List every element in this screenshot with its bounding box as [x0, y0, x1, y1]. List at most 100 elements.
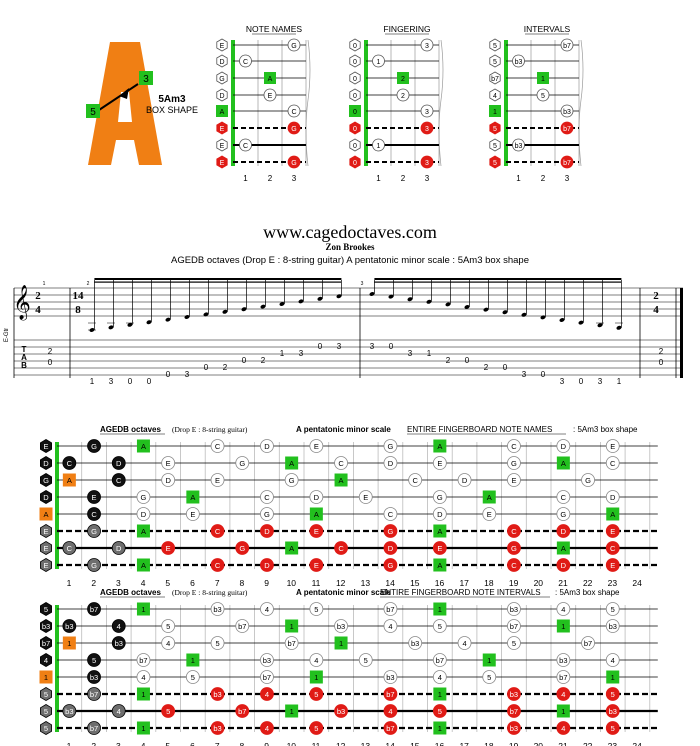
tab-number: 3 [522, 370, 527, 379]
beam [374, 278, 622, 280]
note-label: C [511, 527, 517, 536]
note-label: 4 [561, 690, 565, 699]
note-marker [309, 602, 324, 616]
note-marker [210, 439, 225, 453]
root-note-marker [62, 473, 76, 487]
note-label: b3 [263, 656, 271, 665]
note-label: D [264, 442, 270, 451]
note-label: 4 [388, 707, 392, 716]
note-label: G [388, 442, 394, 451]
note-label: 4 [117, 707, 121, 716]
board-title-scale: A pentatonic minor scale [296, 425, 391, 434]
fret-number: 23 [608, 578, 618, 588]
fret-number: 22 [583, 578, 593, 588]
tab-number: 0 [242, 356, 247, 365]
note-label: D [610, 493, 616, 502]
note-marker [111, 619, 126, 633]
note-marker [383, 507, 398, 521]
time-sig-bottom: 4 [653, 304, 659, 316]
tab-number: 3 [299, 349, 304, 358]
note-marker [507, 541, 521, 555]
mini-root-marker [537, 72, 549, 84]
note-marker [210, 687, 225, 701]
mini-note-marker [512, 54, 525, 68]
note-label: b3 [609, 707, 617, 716]
tab-number: 1 [427, 349, 432, 358]
fret-number: 11 [312, 578, 321, 588]
note-marker [260, 602, 274, 616]
mini-open-label: D [219, 59, 224, 66]
note-label: G [560, 510, 566, 519]
logo-finger-a-box [139, 71, 153, 85]
mini-note-label: C [243, 59, 248, 66]
note-label: b7 [436, 656, 444, 665]
mini-fret-number: 2 [541, 174, 546, 183]
mini-open-label: 0 [353, 143, 357, 150]
root-note-marker [482, 653, 496, 667]
mini-note-label: 3 [425, 160, 429, 167]
fret-number: 4 [141, 578, 146, 588]
open-string-marker [40, 456, 52, 470]
note-marker [507, 456, 521, 470]
nut [55, 442, 59, 569]
mini-note-label: b7 [563, 126, 571, 133]
note-marker [87, 507, 101, 521]
note-head [483, 307, 489, 312]
open-string-label: b3 [42, 622, 50, 631]
note-label: 4 [265, 690, 269, 699]
fret-number: 21 [558, 578, 568, 588]
open-string-label: E [43, 527, 48, 536]
note-label: 4 [314, 656, 318, 665]
note-label: 1 [141, 605, 145, 614]
mini-open-marker [349, 88, 361, 102]
note-head [184, 315, 190, 319]
note-label: b3 [65, 707, 73, 716]
tab-number: 0 [128, 377, 133, 386]
note-marker [284, 473, 299, 487]
note-marker [309, 653, 324, 667]
note-marker [62, 704, 77, 718]
root-note-marker [285, 619, 299, 633]
note-marker [556, 558, 571, 572]
note-marker [605, 524, 620, 538]
note-label: E [363, 493, 368, 502]
fret-number: 18 [484, 741, 494, 746]
mini-root-marker [489, 105, 501, 117]
fret-number: 9 [264, 741, 269, 746]
open-string-marker [40, 490, 52, 504]
open-string-label: E [43, 561, 48, 570]
note-marker [605, 558, 620, 572]
note-label: b3 [213, 605, 221, 614]
note-label: C [215, 561, 221, 570]
note-label: G [91, 442, 97, 451]
note-label: E [166, 459, 171, 468]
time-sig-top: 2 [35, 290, 41, 302]
fret-number: 2 [91, 578, 96, 588]
note-marker [260, 524, 274, 538]
note-marker [556, 490, 571, 504]
note-marker [605, 653, 620, 667]
mini-note-marker [560, 155, 574, 169]
note-marker [358, 653, 373, 667]
mini-open-marker [489, 88, 501, 102]
note-label: b3 [65, 622, 73, 631]
tab-number: 2 [659, 347, 664, 356]
mini-root-marker [264, 72, 276, 84]
note-label: C [264, 493, 270, 502]
root-note-marker [136, 558, 150, 572]
tab-number: 3 [598, 377, 603, 386]
note-marker [161, 704, 176, 718]
mini-open-marker [489, 121, 501, 135]
note-label: 5 [92, 656, 96, 665]
note-label: E [610, 442, 615, 451]
note-label: 1 [438, 724, 442, 733]
note-marker [556, 653, 571, 667]
note-marker [62, 541, 77, 555]
note-marker [136, 490, 151, 504]
mini-open-marker [216, 138, 228, 152]
mini-open-label: E [220, 43, 225, 50]
note-label: E [511, 476, 516, 485]
fret-number: 14 [385, 578, 395, 588]
note-label: 4 [561, 605, 565, 614]
